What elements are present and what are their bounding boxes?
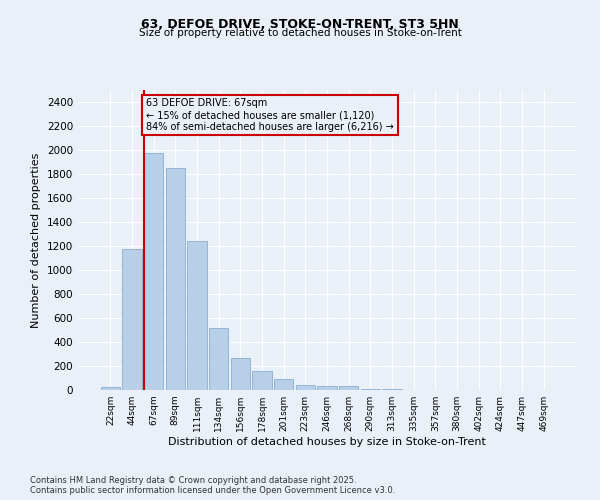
Text: 63, DEFOE DRIVE, STOKE-ON-TRENT, ST3 5HN: 63, DEFOE DRIVE, STOKE-ON-TRENT, ST3 5HN (141, 18, 459, 30)
X-axis label: Distribution of detached houses by size in Stoke-on-Trent: Distribution of detached houses by size … (168, 437, 486, 447)
Bar (274, 378, 293, 390)
Bar (187, 240, 207, 390)
Bar (361, 389, 380, 390)
Bar (209, 328, 229, 390)
Bar (144, 153, 163, 390)
Text: Size of property relative to detached houses in Stoke-on-Trent: Size of property relative to detached ho… (139, 28, 461, 38)
Bar (252, 371, 272, 390)
Bar (166, 168, 185, 390)
Bar (122, 249, 142, 390)
Text: 63 DEFOE DRIVE: 67sqm
← 15% of detached houses are smaller (1,120)
84% of semi-d: 63 DEFOE DRIVE: 67sqm ← 15% of detached … (146, 98, 394, 132)
Bar (101, 387, 120, 390)
Y-axis label: Number of detached properties: Number of detached properties (31, 152, 41, 328)
Bar (339, 386, 358, 390)
Bar (230, 358, 250, 390)
Bar (296, 384, 315, 390)
Text: Contains HM Land Registry data © Crown copyright and database right 2025.
Contai: Contains HM Land Registry data © Crown c… (30, 476, 395, 495)
Bar (317, 386, 337, 390)
